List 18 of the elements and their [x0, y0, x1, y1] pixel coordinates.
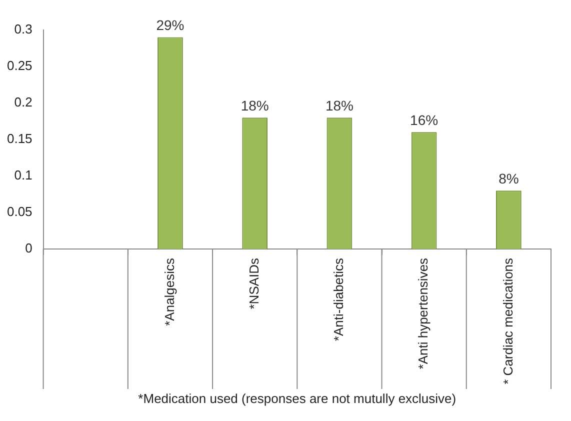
y-tick-label: 0.2 [14, 94, 32, 110]
y-tick-label: 0.05 [6, 204, 32, 220]
data-label: 29% [156, 17, 184, 34]
data-label: 16% [410, 112, 438, 128]
x-tick-label: *Anti hypertensives [416, 257, 431, 370]
y-tick-label: 0.25 [6, 58, 32, 74]
data-label: 8% [498, 170, 519, 186]
x-tick-label: *Anti-diabetics [331, 257, 346, 342]
x-tick-label: * Cardiac medications [500, 257, 516, 384]
x-tick-label: *NSAIDs [246, 257, 262, 310]
y-tick-label: 0.15 [6, 131, 32, 146]
y-tick-label: 0 [25, 240, 32, 256]
y-tick-label: 0.3 [14, 22, 32, 37]
data-label: 18% [240, 97, 269, 114]
x-tick-label: *Analgesics [162, 257, 177, 326]
y-tick-label: 0.1 [14, 168, 32, 183]
data-label: 18% [325, 97, 354, 114]
x-axis-title: *Medication used (responses are not mutully exclusive) [138, 390, 456, 406]
